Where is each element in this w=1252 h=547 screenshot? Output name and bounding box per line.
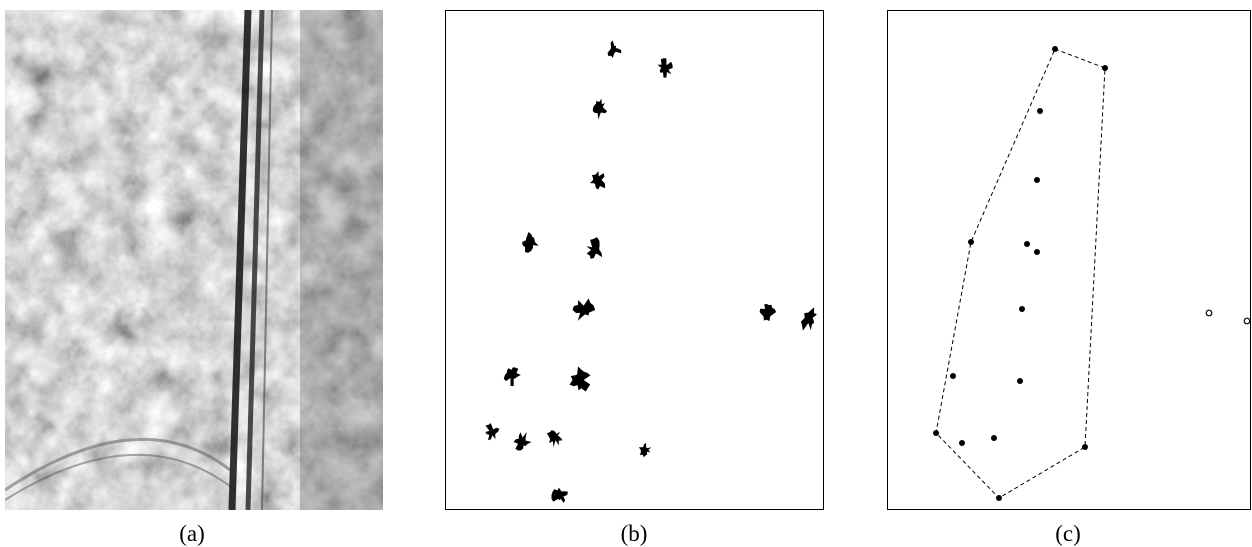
- point: [996, 495, 1002, 501]
- blob: [593, 99, 607, 120]
- blob: [570, 367, 591, 392]
- blob: [658, 58, 673, 77]
- blob: [587, 237, 603, 259]
- blob: [801, 307, 817, 330]
- blob: [514, 432, 532, 451]
- point: [968, 239, 974, 245]
- blob: [504, 367, 521, 386]
- blob: [485, 423, 499, 440]
- blob: [573, 298, 596, 321]
- outlier-point: [1244, 318, 1250, 324]
- blob: [639, 443, 651, 457]
- point: [1034, 177, 1040, 183]
- blob: [547, 430, 563, 447]
- point: [1017, 378, 1023, 384]
- blob: [608, 41, 622, 59]
- point: [1102, 65, 1108, 71]
- blob: [590, 171, 605, 190]
- panel-c-points: [933, 46, 1250, 501]
- point: [1034, 249, 1040, 255]
- point: [1019, 306, 1025, 312]
- point: [991, 435, 997, 441]
- point: [959, 440, 965, 446]
- panel-b-blobs: [485, 41, 817, 503]
- blob: [522, 232, 539, 253]
- point: [1052, 46, 1058, 52]
- point: [933, 430, 939, 436]
- panel-b-frame: [446, 11, 824, 510]
- panel-c-frame: [888, 11, 1251, 510]
- figure: (a) (b) (c): [0, 0, 1252, 547]
- blob: [552, 488, 568, 503]
- page: (a) (b) (c) (() => { const data = JSON.p…: [0, 0, 1252, 547]
- convex-hull: [936, 49, 1105, 498]
- panel-label: (b): [621, 521, 648, 546]
- point: [1037, 108, 1043, 114]
- panel-label: (c): [1055, 521, 1081, 546]
- outlier-point: [1206, 310, 1212, 316]
- point: [1024, 241, 1030, 247]
- blob: [760, 304, 777, 321]
- point: [1082, 444, 1088, 450]
- panel-a-image: [5, 10, 383, 510]
- panel-label: (a): [179, 521, 205, 546]
- point: [950, 373, 956, 379]
